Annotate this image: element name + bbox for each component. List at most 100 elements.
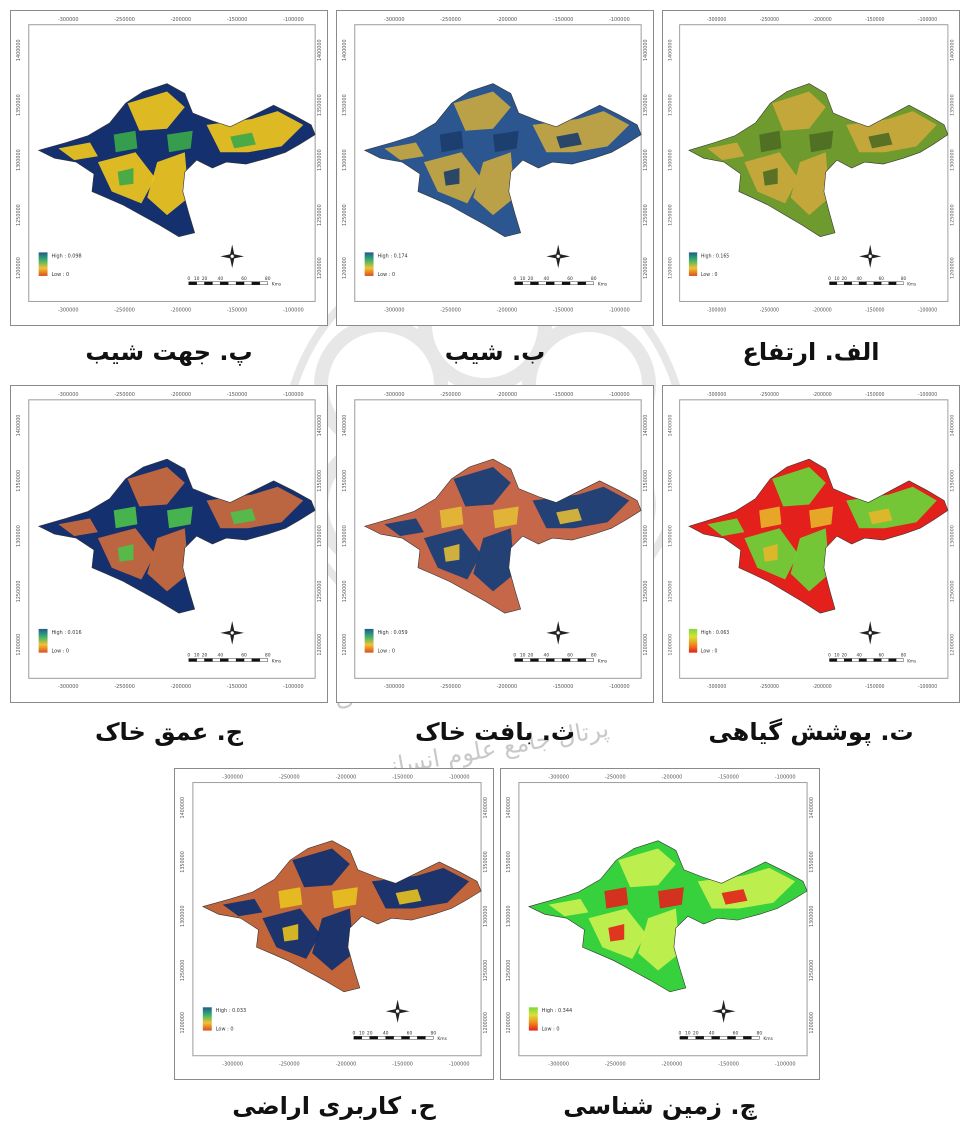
region-class-patch [453, 466, 511, 507]
axis-top-label: -300000 [707, 17, 726, 23]
map-panel-aspect: -300000 -300000 -250000 -250000 -200000 -2000… [10, 10, 328, 326]
scale-tick-label: 10 [834, 276, 840, 282]
region-class-patch [790, 152, 830, 216]
region-class-patch [230, 132, 256, 149]
axis-right-label: 1400000 [643, 39, 649, 61]
caption-land-use: ح. کاربری اراضی [232, 1092, 436, 1120]
axis-bottom-label: -300000 [707, 307, 726, 313]
axis-left-label: 1200000 [506, 1012, 512, 1034]
scale-tick-label: 10 [685, 1030, 691, 1036]
legend-high-label: High : 0.059 [377, 630, 407, 636]
axis-bottom-label: -250000 [760, 684, 779, 690]
region-class-patch [759, 130, 782, 153]
region-map [363, 458, 642, 614]
region-class-patch [371, 867, 470, 909]
axis-left-label: 1350000 [506, 851, 512, 873]
axis-right-label: 1300000 [643, 525, 649, 547]
region-class-patch [868, 132, 893, 149]
region-boundary [37, 458, 316, 614]
scale-tick-label: 0 [678, 1030, 681, 1036]
axis-bottom-label: -200000 [662, 1061, 683, 1067]
region-class-patch [395, 889, 422, 905]
region-class-patch [772, 91, 826, 131]
region-boundary [37, 83, 316, 238]
caption-slope: ب. شیب [444, 338, 546, 366]
region-class-patch [658, 887, 684, 909]
axis-right-label: 1200000 [317, 257, 323, 279]
map-svg: -300000 -300000 -250000 -250000 -200000 -2000… [506, 775, 815, 1068]
axis-top-label: -300000 [58, 392, 79, 398]
region-class-patch [127, 91, 185, 131]
axis-left-label: 1200000 [667, 634, 673, 656]
scale-tick-label: 0 [352, 1030, 355, 1036]
axis-bottom-label: -200000 [336, 1061, 357, 1067]
scale-tick-label: 0 [513, 276, 516, 282]
axis-left-label: 1250000 [506, 960, 512, 982]
axis-left-label: 1400000 [16, 415, 22, 437]
region-class-patch [282, 924, 299, 942]
legend-low-label: Low : 0 [542, 1027, 560, 1033]
scale-tick-label: 40 [544, 653, 550, 659]
axis-bottom-label: -200000 [497, 684, 517, 690]
axis-left-label: 1200000 [180, 1012, 186, 1034]
legend-low-label: Low : 0 [377, 272, 395, 278]
axis-right-label: 1250000 [317, 204, 323, 226]
scale-unit-label: Kms [763, 1036, 773, 1042]
region-class-patch [697, 867, 796, 909]
axis-bottom-label: -200000 [171, 307, 192, 313]
scale-tick-label: 40 [544, 276, 550, 282]
axis-top-label: -250000 [760, 17, 779, 23]
axis-top-label: -250000 [605, 775, 626, 781]
axis-right-label: 1400000 [317, 415, 323, 437]
north-arrow-icon [546, 244, 571, 269]
axis-left-label: 1200000 [16, 257, 22, 279]
axis-right-label: 1350000 [317, 470, 323, 492]
region-class-patch [113, 506, 138, 529]
legend-low-label: Low : 0 [51, 649, 69, 655]
axis-right-label: 1200000 [317, 634, 323, 656]
axis-right-label: 1300000 [483, 905, 489, 927]
axis-top-label: -300000 [548, 775, 569, 781]
axis-bottom-label: -250000 [605, 1061, 626, 1067]
scale-unit-label: Kms [907, 658, 917, 664]
axis-bottom-label: -100000 [775, 1061, 796, 1067]
scale-tick-label: 80 [265, 276, 271, 282]
legend-color-ramp [688, 252, 698, 276]
scale-tick-label: 60 [733, 1030, 739, 1036]
region-boundary [688, 458, 949, 614]
axis-top-label: -300000 [222, 775, 243, 781]
axis-bottom-label: -200000 [812, 684, 831, 690]
map-svg: -300000 -300000 -250000 -250000 -200000 -2000… [180, 775, 489, 1068]
scale-tick-label: 20 [202, 276, 208, 282]
region-class-patch [846, 486, 937, 529]
region-class-patch [58, 518, 98, 537]
axis-bottom-label: -250000 [114, 307, 135, 313]
region-class-patch [439, 506, 464, 529]
axis-bottom-label: -300000 [384, 307, 405, 313]
legend-high-label: High : 0.344 [542, 1008, 572, 1014]
axis-right-label: 1200000 [643, 634, 649, 656]
region-class-patch [439, 130, 464, 153]
scale-tick-label: 40 [856, 276, 862, 282]
scale-tick-label: 80 [757, 1030, 763, 1036]
caption-geology: چ. زمین شناسی [563, 1092, 757, 1120]
scale-tick-label: 10 [520, 653, 526, 659]
axis-left-label: 1200000 [342, 257, 348, 279]
scale-tick-label: 20 [842, 652, 848, 658]
legend-low-label: Low : 0 [377, 649, 395, 655]
axis-left-label: 1300000 [342, 149, 348, 171]
map-panel-land-use: -300000 -300000 -250000 -250000 -200000 -2000… [174, 768, 494, 1080]
scale-tick-label: 20 [202, 653, 208, 659]
caption-elevation: الف. ارتفاع [742, 338, 880, 366]
axis-right-label: 1300000 [950, 525, 956, 547]
axis-top-label: -250000 [279, 775, 300, 781]
region-class-patch [493, 130, 519, 153]
map-svg: -300000 -300000 -250000 -250000 -200000 -2000… [342, 17, 649, 313]
axis-left-label: 1350000 [16, 470, 22, 492]
region-boundary [363, 83, 642, 238]
map-svg: -300000 -300000 -250000 -250000 -200000 -2000… [342, 392, 649, 690]
axis-bottom-label: -200000 [812, 307, 831, 313]
